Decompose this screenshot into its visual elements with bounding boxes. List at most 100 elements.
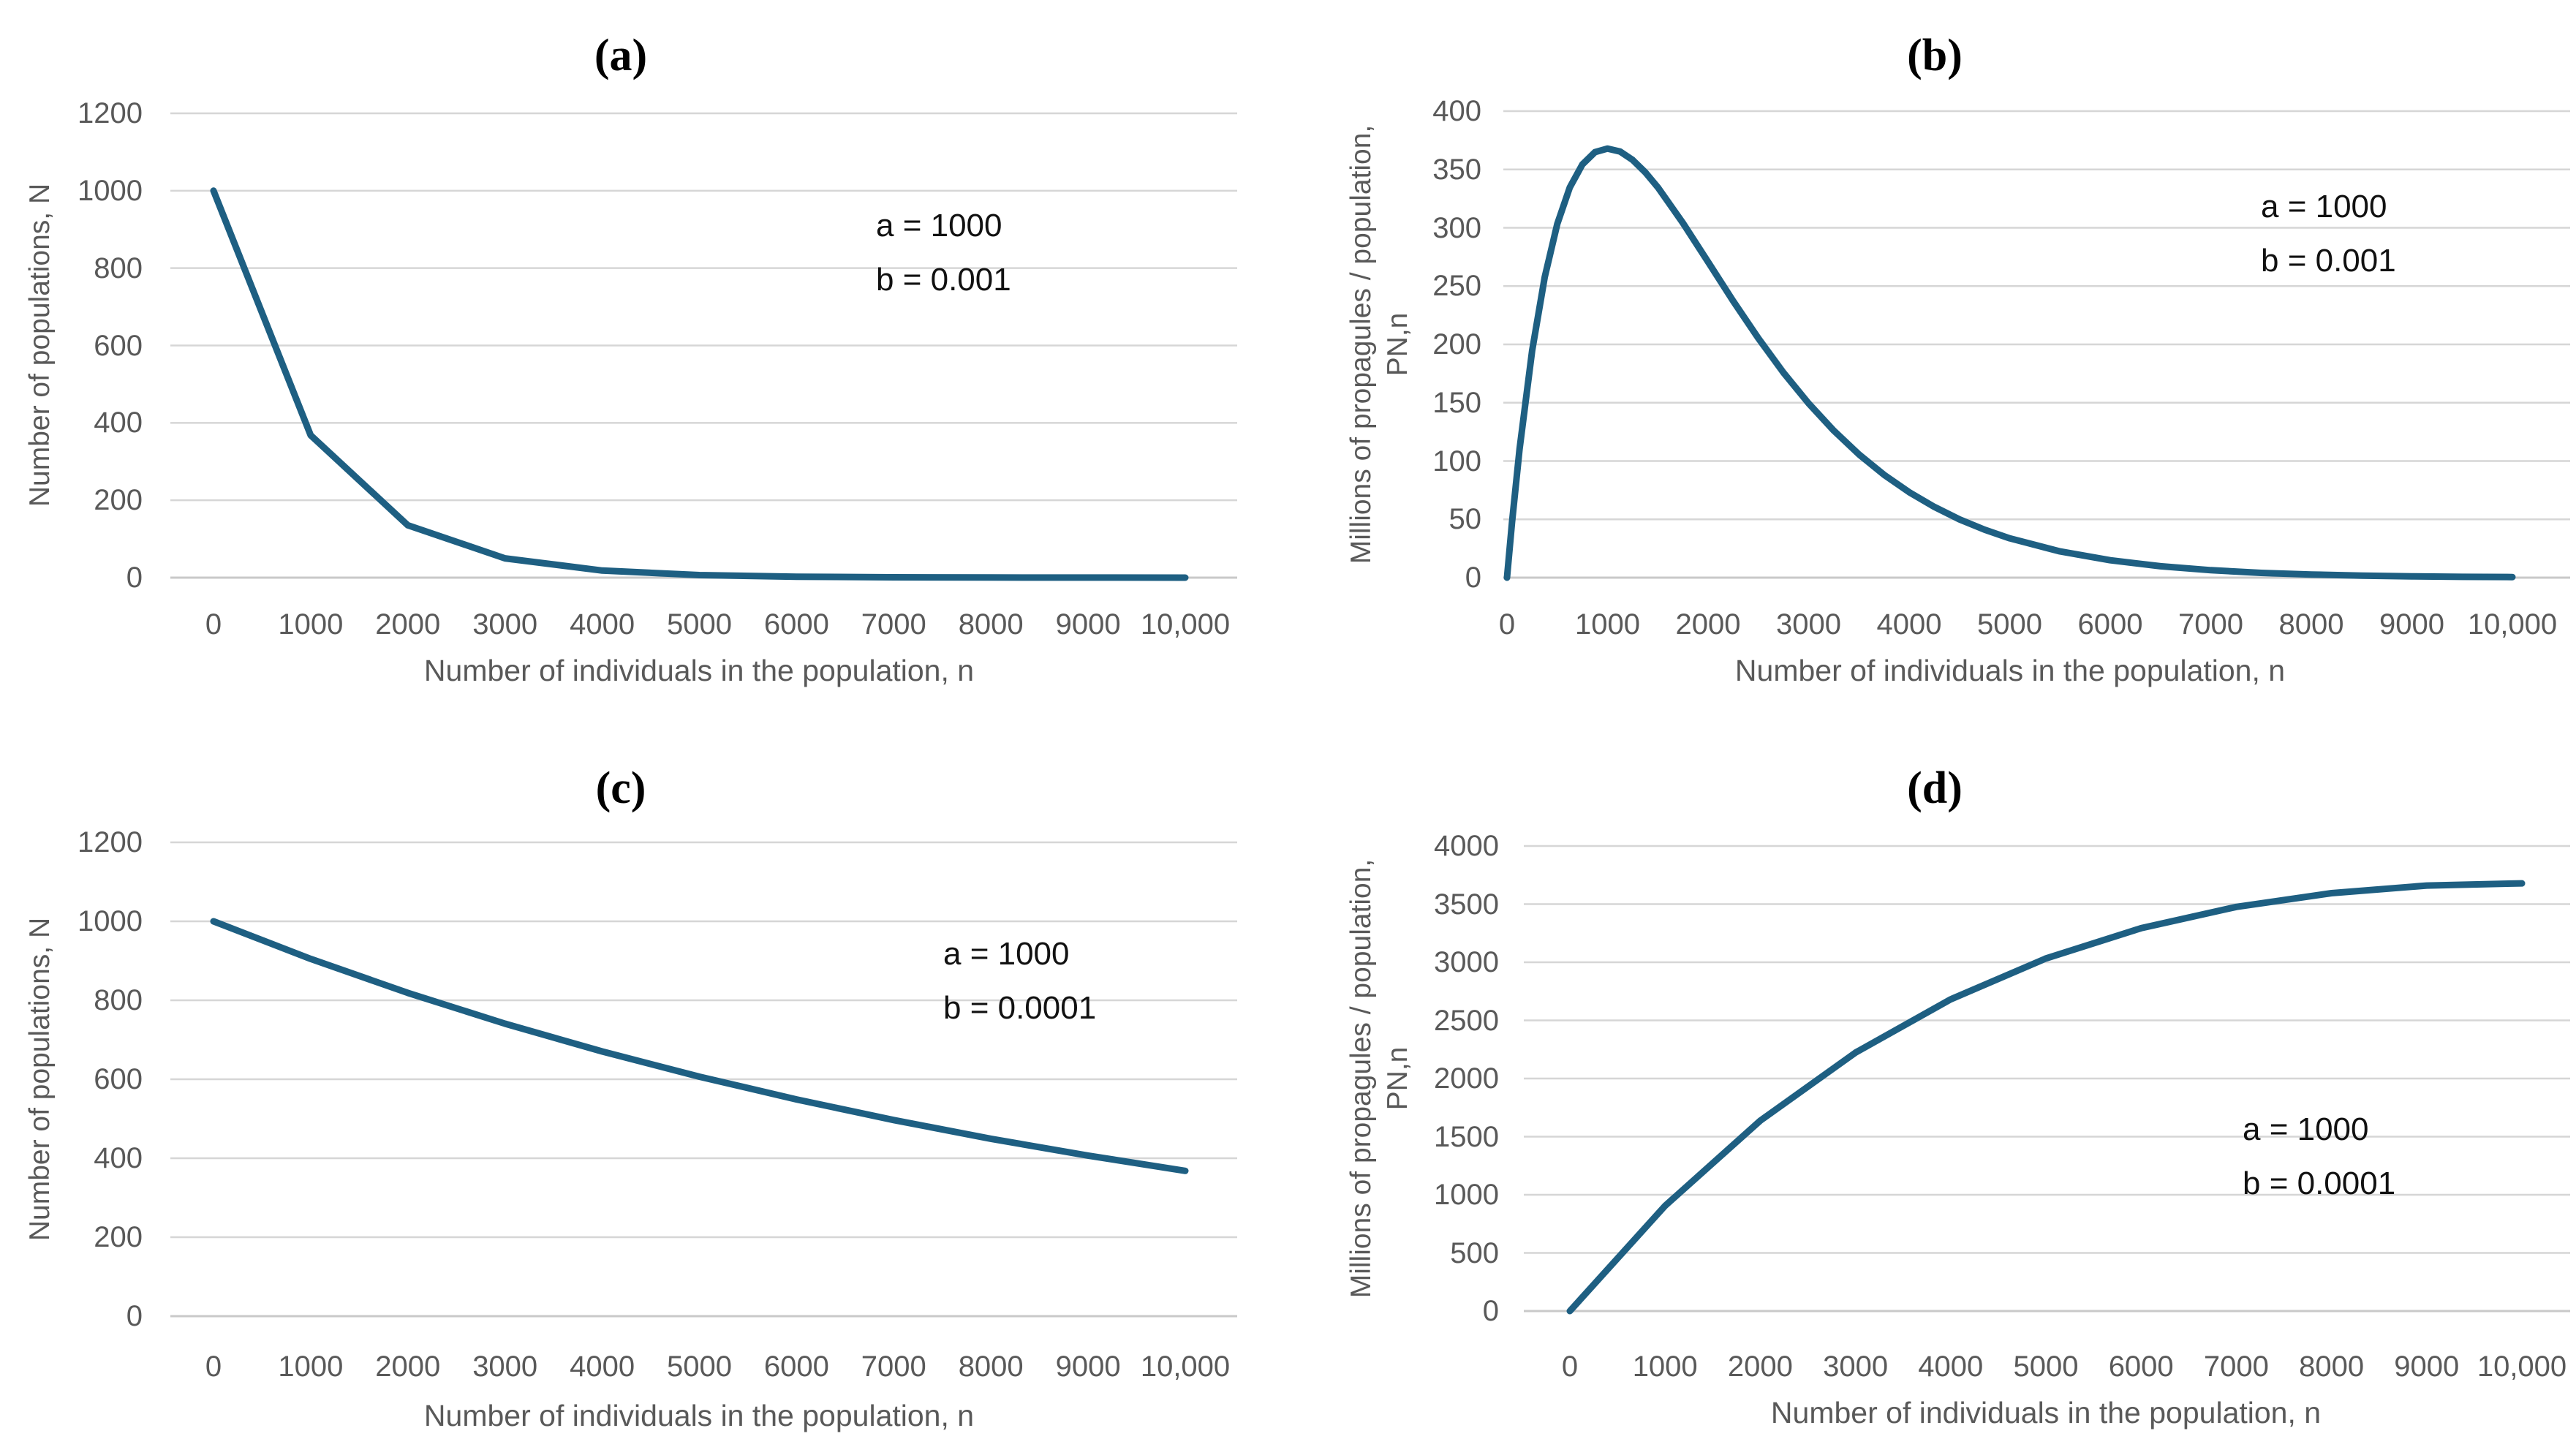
panel-b-y-tick: 250 (1432, 270, 1481, 303)
panel-d-y-tick: 3500 (1434, 888, 1499, 921)
panel-b-y-axis-title: Millions of propagules / population, PN,n (1343, 125, 1416, 564)
panel-d-y-tick: 500 (1450, 1236, 1499, 1269)
panel-c-y-axis-title-line: Number of populations, N (24, 917, 56, 1242)
panel-c-y-tick: 600 (94, 1063, 143, 1095)
panel-d-y-tick: 1000 (1434, 1179, 1499, 1211)
panel-a-y-tick: 1200 (78, 97, 143, 129)
panel-d-y-tick: 2000 (1434, 1062, 1499, 1095)
panel-d-x-tick: 5000 (2013, 1351, 2079, 1383)
panel-c-parameter-line: a = 1000 (943, 936, 1070, 972)
panel-a-x-tick: 0 (205, 608, 222, 641)
panel-a-y-tick: 400 (94, 407, 143, 439)
panel-b-parameter-annotation: a = 1000 b = 0.001 (2261, 180, 2396, 288)
panel-c-x-axis-title: Number of individuals in the population,… (423, 1399, 975, 1432)
panel-a-x-tick: 8000 (958, 608, 1024, 641)
panel-d-x-tick: 10,000 (2477, 1351, 2567, 1383)
panel-d-y-axis-title-line: Millions of propagules / population, (1345, 858, 1377, 1299)
panel-b-y-axis-title-line: PN,n (1382, 312, 1413, 377)
panel-d-x-tick: 9000 (2394, 1351, 2460, 1383)
panel-d-x-tick: 1000 (1632, 1351, 1698, 1383)
panel-d-y-tick: 0 (1482, 1295, 1499, 1327)
panel-b-x-tick: 6000 (2077, 608, 2143, 641)
panel-b-x-tick: 10,000 (2467, 608, 2558, 641)
panel-b-title: (b) (1907, 31, 1963, 80)
panel-a-x-axis-title: Number of individuals in the population,… (423, 654, 975, 687)
panel-c-y-tick: 800 (94, 984, 143, 1016)
panel-c-x-tick: 10,000 (1140, 1351, 1231, 1383)
panel-b-y-axis-title-line: Millions of propagules / population, (1345, 124, 1377, 564)
panel-c-x-tick: 7000 (861, 1351, 926, 1383)
panel-d-y-tick: 3000 (1434, 946, 1499, 978)
panel-a-plot-area (170, 112, 1237, 581)
panel-a-y-tick: 800 (94, 252, 143, 284)
panel-b-y-tick: 200 (1432, 328, 1481, 360)
panel-a-y-axis-title-line: Number of populations, N (24, 183, 56, 507)
panel-c-y-tick: 0 (126, 1300, 143, 1332)
panel-b-x-tick: 1000 (1575, 608, 1640, 641)
panel-a-x-tick: 6000 (763, 608, 829, 641)
panel-d-x-tick: 8000 (2299, 1351, 2365, 1383)
panel-b-y-tick: 0 (1465, 562, 1481, 594)
panel-d-y-axis-title-line: PN,n (1382, 1046, 1413, 1111)
panel-d-x-tick: 7000 (2203, 1351, 2269, 1383)
panel-c-x-tick: 1000 (278, 1351, 344, 1383)
panel-c-parameter-line: b = 0.0001 (943, 990, 1097, 1026)
panel-b-parameter-line: b = 0.001 (2261, 243, 2396, 279)
panel-b-x-tick: 7000 (2178, 608, 2243, 641)
panel-a-x-tick: 9000 (1055, 608, 1121, 641)
panel-b: (b) 400 350 300 250 200 150 100 50 0 0 1000 2000 300… (1288, 0, 2576, 720)
panel-d-data-curve (1566, 880, 2526, 1315)
panel-b-x-tick: 9000 (2379, 608, 2444, 641)
panel-c: (c) 1200 1000 800 600 400 200 0 0 1000 2000 3000 40… (0, 720, 1288, 1439)
panel-b-x-tick: 0 (1498, 608, 1516, 641)
panel-a-x-tick: 3000 (472, 608, 538, 641)
panel-a-parameter-line: a = 1000 (876, 208, 1002, 243)
panel-b-y-tick: 400 (1432, 95, 1481, 127)
panel-d-x-tick: 3000 (1823, 1351, 1889, 1383)
panel-c-x-tick: 8000 (958, 1351, 1024, 1383)
panel-d-parameter-line: a = 1000 (2243, 1111, 2369, 1147)
panel-b-y-tick: 350 (1432, 153, 1481, 186)
panel-a-parameter-line: b = 0.001 (876, 262, 1011, 298)
panel-a-x-tick: 2000 (375, 608, 441, 641)
panel-a-parameter-annotation: a = 1000 b = 0.001 (876, 199, 1011, 307)
panel-c-plot-area (170, 841, 1237, 1318)
panel-b-x-tick: 2000 (1675, 608, 1741, 641)
panel-c-x-tick: 0 (205, 1351, 222, 1383)
panel-a-x-tick: 4000 (570, 608, 635, 641)
panel-b-x-axis-title: Number of individuals in the population,… (1734, 654, 2286, 687)
panel-b-x-tick: 4000 (1876, 608, 1942, 641)
panel-d-x-tick: 6000 (2108, 1351, 2174, 1383)
panel-d: (d) 4000 3500 3000 2500 2000 1500 1000 500 0 0 100… (1288, 720, 2576, 1439)
panel-d-x-axis-title: Number of individuals in the population,… (1770, 1396, 2322, 1429)
panel-c-x-tick: 3000 (472, 1351, 538, 1383)
panel-a-x-tick: 5000 (667, 608, 732, 641)
panel-c-parameter-annotation: a = 1000 b = 0.0001 (943, 927, 1096, 1035)
panel-c-x-tick: 9000 (1055, 1351, 1121, 1383)
panel-a-data-curve (210, 187, 1189, 581)
panel-c-data-curve (210, 918, 1189, 1174)
panel-c-y-tick: 1200 (78, 826, 143, 858)
panel-c-y-tick: 400 (94, 1142, 143, 1174)
panel-a: (a) 1200 1000 800 600 400 200 0 0 1000 2000 3000 40… (0, 0, 1288, 720)
panel-d-y-tick: 2500 (1434, 1004, 1499, 1037)
panel-a-x-tick: 1000 (278, 608, 344, 641)
panel-a-y-tick: 0 (126, 562, 143, 594)
panel-a-y-tick: 1000 (78, 174, 143, 207)
panel-d-x-tick: 2000 (1727, 1351, 1793, 1383)
panel-a-x-tick: 7000 (861, 608, 926, 641)
panel-b-y-tick: 100 (1432, 445, 1481, 477)
panel-a-title: (a) (594, 31, 648, 80)
panel-d-y-tick: 4000 (1434, 830, 1499, 862)
panel-d-parameter-line: b = 0.0001 (2243, 1166, 2396, 1201)
panel-c-x-tick: 4000 (570, 1351, 635, 1383)
panel-b-x-tick: 8000 (2278, 608, 2344, 641)
panel-c-x-tick: 6000 (763, 1351, 829, 1383)
panel-d-y-tick: 1500 (1434, 1120, 1499, 1153)
panel-c-x-tick: 5000 (667, 1351, 732, 1383)
panel-c-x-tick: 2000 (375, 1351, 441, 1383)
panel-d-x-tick: 0 (1561, 1351, 1579, 1383)
panel-a-y-tick: 600 (94, 329, 143, 362)
panel-d-y-axis-title: Millions of propagules / population, PN,n (1343, 859, 1416, 1299)
